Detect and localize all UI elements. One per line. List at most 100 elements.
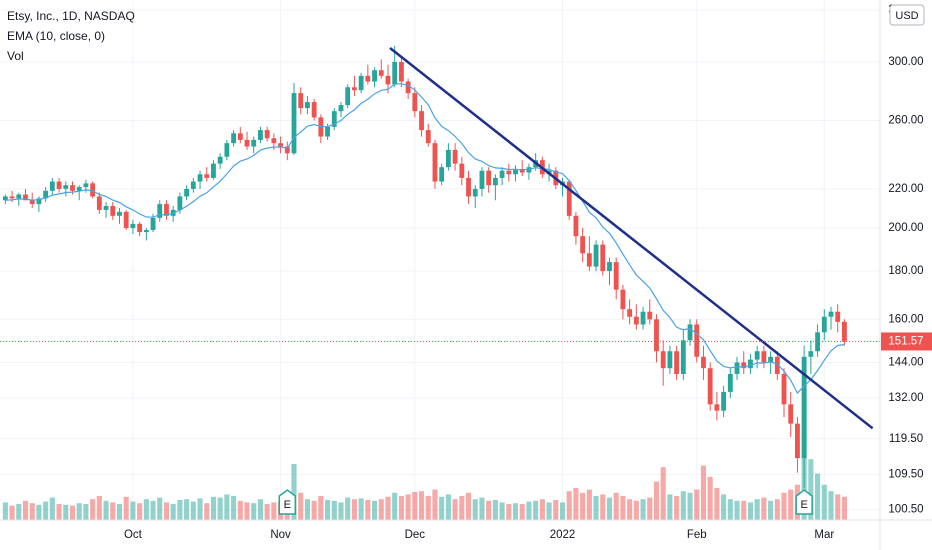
axes: 340.50300.00260.00220.00200.00180.00160.…	[124, 4, 932, 541]
volume-bar	[600, 494, 606, 520]
volume-bar	[606, 497, 613, 520]
candle-body	[613, 262, 619, 290]
candle-body	[143, 229, 149, 233]
volume-bar	[150, 500, 156, 520]
candle-body	[727, 373, 733, 392]
y-tick-label: 180.00	[888, 265, 923, 277]
volume-bar	[22, 500, 29, 520]
candle-body	[821, 316, 827, 333]
volume-bar	[405, 494, 411, 520]
candle-body	[486, 170, 492, 186]
candle-body	[83, 183, 89, 188]
volume-bar	[157, 497, 163, 520]
volume-bar	[2, 502, 8, 520]
y-tick-label: 260.00	[888, 115, 923, 127]
volume-bar	[593, 496, 599, 520]
x-tick-label: 2022	[550, 529, 576, 541]
volume-bar	[445, 494, 451, 520]
candle-body	[392, 61, 398, 85]
x-tick-label: Nov	[270, 529, 291, 541]
candle-body	[157, 204, 163, 218]
candle-body	[721, 391, 727, 411]
volume-bar	[499, 502, 505, 520]
candle-body	[593, 244, 599, 267]
volume-bar	[828, 491, 834, 520]
volume-bar	[103, 500, 109, 520]
volume-bar	[365, 500, 371, 520]
legend-title: Etsy, Inc., 1D, NASDAQ	[7, 9, 135, 23]
volume-bar	[358, 498, 364, 520]
currency-box[interactable]	[889, 4, 925, 26]
candle-body	[2, 196, 8, 201]
candle-body	[600, 244, 606, 272]
volume-bar	[580, 492, 586, 520]
candle-body	[70, 185, 75, 191]
volume-bar	[130, 501, 136, 520]
currency-label[interactable]: USD	[895, 10, 918, 22]
candle-body	[459, 163, 465, 178]
volume-bar	[627, 499, 633, 520]
volume-bar	[210, 496, 217, 520]
candle-body	[365, 75, 371, 82]
volume-bar	[83, 504, 89, 520]
volume-bar	[116, 504, 123, 520]
candle-body	[654, 319, 659, 352]
volume-bar	[700, 465, 707, 520]
volume-bar	[687, 492, 693, 520]
candle-body	[412, 93, 418, 112]
volume-bar	[318, 496, 324, 520]
earnings-marker	[795, 489, 813, 515]
candle-body	[707, 368, 713, 405]
volume-bar	[345, 497, 351, 520]
volume-bar	[432, 489, 438, 520]
candle-body	[103, 206, 109, 210]
candle-body	[258, 130, 263, 140]
volume-bar	[519, 504, 525, 520]
volume-bar	[29, 503, 35, 520]
volume-bar	[613, 492, 619, 520]
volume-bar	[224, 494, 230, 520]
volume-bar	[620, 496, 626, 520]
volume-bar	[338, 502, 344, 520]
volume-bar	[197, 498, 203, 520]
volume-bar	[190, 501, 196, 520]
volume-bar	[774, 499, 780, 520]
candle-body	[244, 139, 250, 147]
candle-body	[815, 332, 820, 352]
volume-bar	[573, 488, 579, 520]
volume-bar	[835, 494, 841, 520]
volume-bar	[412, 492, 418, 520]
volume-bar	[378, 499, 384, 520]
candle-body	[117, 211, 122, 216]
candle-body	[184, 188, 190, 197]
candle-body	[90, 183, 96, 197]
volume-bar	[56, 504, 62, 520]
price-layer	[2, 45, 847, 488]
volume-bar	[163, 502, 170, 520]
volume-bar	[425, 496, 431, 520]
volume-bar	[137, 503, 143, 520]
volume-bar	[714, 488, 720, 520]
volume-bar	[9, 505, 15, 520]
volume-bar	[170, 504, 176, 520]
last-price-label: 151.57	[888, 335, 923, 347]
volume-bar	[439, 496, 445, 520]
volume-bar	[741, 500, 747, 520]
candle-body	[110, 206, 116, 216]
y-tick-label: 220.00	[888, 183, 923, 195]
candle-body	[640, 311, 646, 325]
volume-bar	[392, 492, 398, 520]
candle-body	[271, 138, 277, 144]
candle-body	[774, 356, 780, 374]
candle-body	[150, 217, 156, 230]
volume-bar	[251, 503, 257, 520]
volume-bar	[526, 501, 532, 520]
volume-bar	[486, 500, 492, 520]
price-axis-bg	[880, 0, 932, 550]
candle-body	[405, 81, 411, 94]
last-price-box	[881, 332, 932, 351]
volume-bar	[566, 491, 572, 520]
ema-line	[5, 83, 845, 395]
